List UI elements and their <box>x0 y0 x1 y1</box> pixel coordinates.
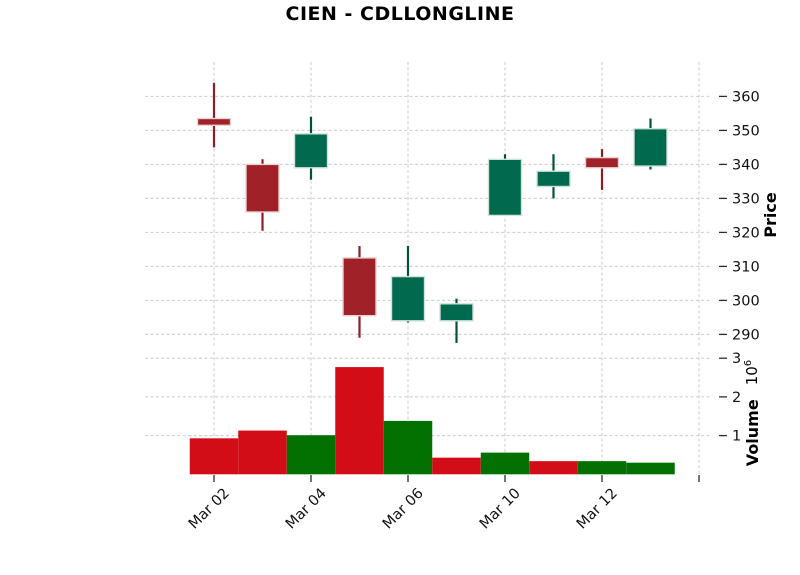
candle-body <box>293 133 329 169</box>
price-tick-label: 300 <box>732 293 760 309</box>
volume-bar <box>480 452 530 475</box>
volume-bar <box>238 430 287 475</box>
price-tick-label: 360 <box>732 89 760 105</box>
candle-body <box>536 170 571 188</box>
candlestick <box>487 154 523 217</box>
price-axis-label-text: Price <box>760 192 780 238</box>
volume-tick-label: 2 <box>732 390 741 406</box>
candle-body <box>245 163 280 213</box>
volume-bar <box>286 435 336 475</box>
candle-body <box>487 158 523 217</box>
volume-scale-exponent: 6 <box>743 359 754 367</box>
volume-bar <box>335 367 384 475</box>
candlestick <box>245 159 280 231</box>
volume-bar <box>626 462 675 475</box>
price-tick-label: 320 <box>732 225 760 241</box>
date-tick-label: Mar 06 <box>380 486 427 533</box>
volume-bar <box>383 420 433 475</box>
candlestick <box>342 246 377 338</box>
candle-body <box>196 117 232 127</box>
candlestick <box>293 116 329 180</box>
date-tick-label: Mar 10 <box>477 486 524 533</box>
volume-axis-scale: 106 <box>743 360 761 385</box>
candlestick <box>439 298 474 343</box>
price-tick-label: 340 <box>732 157 760 173</box>
price-tick-label: 310 <box>732 259 760 275</box>
price-tick-label: 350 <box>732 123 760 139</box>
volume-axis-label: Volume 106 <box>741 263 763 563</box>
date-tick-label: Mar 02 <box>186 486 233 533</box>
volume-tick-label: 3 <box>732 351 741 367</box>
candle-body <box>584 156 620 169</box>
chart-title: CIEN - CDLLONGLINE <box>285 3 515 25</box>
volume-tick-label: 1 <box>732 429 741 445</box>
candlestick <box>390 246 426 323</box>
candle-body <box>633 127 668 167</box>
date-tick-label: Mar 12 <box>574 486 621 533</box>
candlestick <box>196 82 232 148</box>
candle-body <box>439 303 474 322</box>
candlestick <box>584 149 620 190</box>
volume-axis-label-text: Volume <box>742 399 762 467</box>
price-tick-label: 330 <box>732 191 760 207</box>
candlestick <box>536 154 571 199</box>
candlestick <box>633 118 668 170</box>
volume-bar <box>189 438 239 475</box>
volume-scale-base: 10 <box>743 366 761 386</box>
volume-bar <box>432 457 481 475</box>
date-tick-label: Mar 04 <box>283 486 330 533</box>
candle-body <box>342 257 377 317</box>
candle-body <box>390 275 426 322</box>
volume-bar <box>529 461 578 475</box>
price-tick-label: 290 <box>732 327 760 343</box>
volume-bar <box>577 461 627 475</box>
